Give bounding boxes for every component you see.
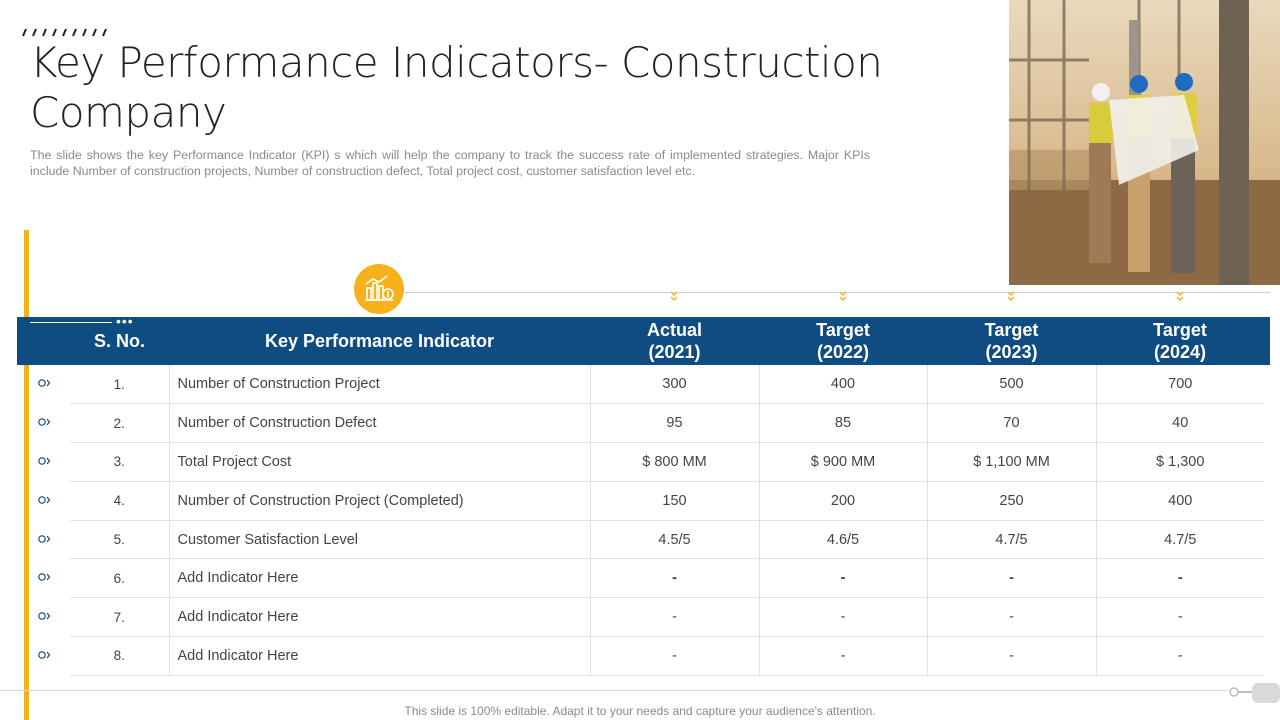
cell-indicator: Number of Construction Project (Complete… — [169, 481, 591, 521]
cell-target-2023: 500 — [927, 365, 1097, 405]
page-title: Key Performance Indicators- Construction… — [30, 38, 883, 137]
cell-target-2023: - — [927, 597, 1097, 638]
cell-target-2022: - — [759, 636, 928, 676]
timeline-line — [403, 292, 1270, 293]
cell-sno: 6. — [70, 558, 170, 599]
cell-indicator: Add Indicator Here — [169, 636, 591, 676]
table-header-row: S. No. Key Performance Indicator Actual … — [17, 317, 1270, 365]
header-decorative-dots: ••• — [116, 313, 134, 329]
cell-sno: 4. — [70, 481, 170, 521]
chevron-down-icon — [1007, 291, 1015, 301]
cell-sno: 8. — [70, 636, 170, 676]
cell-target-2022: 85 — [759, 403, 928, 444]
cell-sno: 7. — [70, 597, 170, 638]
kpi-table: S. No. Key Performance Indicator Actual … — [17, 317, 1270, 676]
cell-target-2023: 250 — [927, 481, 1097, 521]
table-row: 1. Number of Construction Project 300 40… — [17, 365, 1270, 405]
chevron-down-icon — [839, 291, 847, 301]
chart-coin-icon — [354, 264, 404, 314]
cell-actual-2021: 4.5/5 — [590, 520, 760, 560]
cell-target-2024: 700 — [1096, 365, 1264, 405]
cell-target-2023: $ 1,100 MM — [927, 442, 1097, 482]
chevron-circle-icon — [37, 418, 50, 426]
footer-note: This slide is 100% editable. Adapt it to… — [404, 704, 876, 718]
cell-target-2022: 400 — [759, 365, 928, 405]
table-row: 7. Add Indicator Here - - - - — [17, 597, 1270, 638]
cell-target-2024: 400 — [1096, 481, 1264, 521]
cell-target-2023: 70 — [927, 403, 1097, 444]
table-row: 4. Number of Construction Project (Compl… — [17, 481, 1270, 521]
cell-indicator: Total Project Cost — [169, 442, 591, 482]
chevron-down-icon — [670, 291, 678, 301]
cell-target-2024: $ 1,300 — [1096, 442, 1264, 482]
chevron-down-icon — [1176, 291, 1184, 301]
header-decorative-line — [30, 322, 112, 323]
chevron-circle-icon — [37, 534, 50, 543]
cell-actual-2021: 150 — [590, 481, 760, 521]
table-row: 6. Add Indicator Here - - - - — [17, 558, 1270, 599]
cell-indicator: Number of Construction Defect — [169, 403, 591, 444]
chevron-circle-icon — [37, 379, 50, 388]
chevron-circle-icon — [37, 573, 50, 582]
cell-actual-2021: $ 800 MM — [590, 442, 760, 482]
cell-target-2023: - — [927, 558, 1097, 599]
chevron-circle-icon — [37, 457, 50, 465]
cell-indicator: Add Indicator Here — [169, 558, 591, 599]
page-subtitle: The slide shows the key Performance Indi… — [30, 148, 870, 178]
cell-indicator: Customer Satisfaction Level — [169, 520, 591, 560]
cell-target-2023: 4.7/5 — [927, 520, 1097, 560]
cell-actual-2021: - — [590, 636, 760, 676]
table-row: 2. Number of Construction Defect 95 85 7… — [17, 403, 1270, 444]
header-actual-2021: Actual (2021) — [646, 320, 702, 362]
construction-workers-photo — [1009, 0, 1280, 285]
cell-target-2022: 200 — [759, 481, 928, 521]
cell-target-2024: 4.7/5 — [1096, 520, 1264, 560]
header-target-2022: Target (2022) — [816, 320, 870, 362]
accent-vertical-bar — [24, 230, 29, 720]
table-row: 3. Total Project Cost $ 800 MM $ 900 MM … — [17, 442, 1270, 482]
cell-sno: 1. — [70, 365, 170, 405]
header-indicator: Key Performance Indicator — [264, 331, 495, 351]
cell-actual-2021: - — [590, 597, 760, 638]
cell-target-2024: 40 — [1096, 403, 1264, 444]
cell-target-2022: 4.6/5 — [759, 520, 928, 560]
cell-actual-2021: - — [590, 558, 760, 599]
cell-indicator: Add Indicator Here — [169, 597, 591, 638]
header-target-2024: Target (2024) — [1153, 320, 1207, 362]
decorative-slashes — [22, 28, 107, 37]
cell-target-2024: - — [1096, 597, 1264, 638]
chevron-circle-icon — [37, 612, 50, 620]
cell-actual-2021: 300 — [590, 365, 760, 405]
table-row: 8. Add Indicator Here - - - - — [17, 636, 1270, 676]
header-sno: S. No. — [93, 331, 145, 351]
cell-target-2023: - — [927, 636, 1097, 676]
cell-sno: 5. — [70, 520, 170, 560]
cell-indicator: Number of Construction Project — [169, 365, 591, 405]
cell-target-2022: - — [759, 597, 928, 638]
cell-target-2022: - — [759, 558, 928, 599]
cell-actual-2021: 95 — [590, 403, 760, 444]
chevron-circle-icon — [37, 651, 50, 659]
cell-target-2024: - — [1096, 636, 1264, 676]
header-target-2023: Target (2023) — [984, 320, 1039, 362]
cell-sno: 2. — [70, 403, 170, 444]
bottom-divider — [0, 690, 1228, 691]
table-row: 5. Customer Satisfaction Level 4.5/5 4.6… — [17, 520, 1270, 560]
chevron-circle-icon — [37, 495, 50, 504]
cell-sno: 3. — [70, 442, 170, 482]
cell-target-2022: $ 900 MM — [759, 442, 928, 482]
plug-icon — [1229, 683, 1280, 703]
cell-target-2024: - — [1096, 558, 1264, 599]
